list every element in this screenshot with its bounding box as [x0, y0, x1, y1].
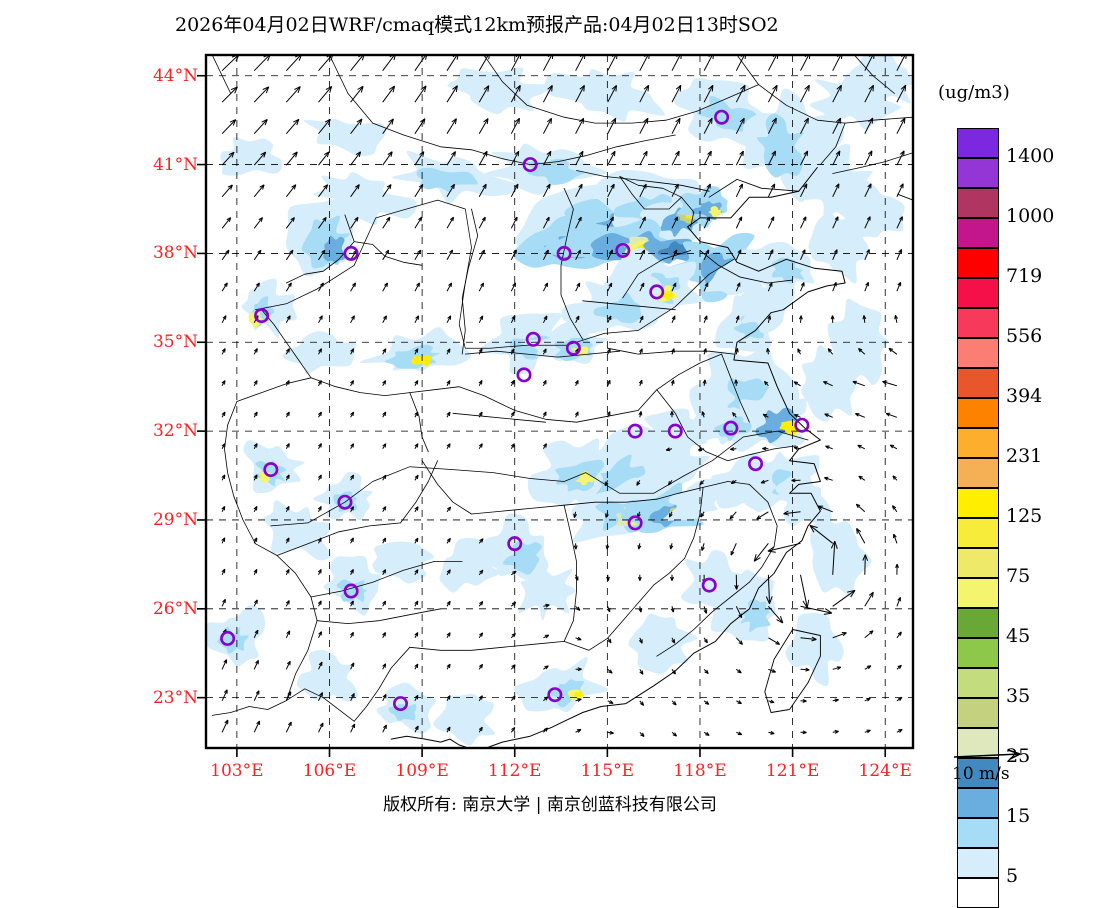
colorbar-cell — [957, 458, 999, 488]
colorbar-tick-label: 556 — [1006, 325, 1043, 347]
colorbar-cell — [957, 128, 999, 158]
colorbar-cell — [957, 698, 999, 728]
lon-axis-label: 112°E — [488, 761, 542, 781]
colorbar-tick-label: 5 — [1006, 865, 1019, 887]
lat-axis-label: 29°N — [152, 509, 198, 530]
forecast-map[interactable] — [0, 0, 1100, 850]
lat-axis-label: 38°N — [152, 243, 198, 264]
title-text: 2026年04月02日WRF/cmaq模式12km预报产品:04月02日13时 — [175, 14, 738, 36]
colorbar-cell — [957, 428, 999, 458]
lon-axis-label: 124°E — [858, 761, 912, 781]
colorbar-cell — [957, 218, 999, 248]
lon-axis-label: 109°E — [395, 761, 449, 781]
species-label: SO2 — [737, 14, 779, 36]
lat-axis-label: 26°N — [152, 598, 198, 619]
colorbar-cell — [957, 578, 999, 608]
page-title: 2026年04月02日WRF/cmaq模式12km预报产品:04月02日13时S… — [175, 10, 779, 37]
colorbar-cell — [957, 338, 999, 368]
wind-reference-arrow — [953, 749, 1021, 760]
colorbar-tick-label: 75 — [1006, 565, 1031, 587]
lon-axis-label: 115°E — [580, 761, 635, 781]
colorbar-tick-label: 231 — [1006, 445, 1043, 467]
colorbar-cell — [957, 848, 999, 878]
lon-axis-label: 103°E — [210, 761, 264, 781]
colorbar-cell — [957, 518, 999, 548]
colorbar-cell — [957, 788, 999, 818]
colorbar-cell — [957, 878, 999, 908]
colorbar-cell — [957, 728, 999, 758]
colorbar-cell — [957, 368, 999, 398]
wind-scale-label: 10 m/s — [952, 764, 1010, 784]
colorbar-tick-label: 35 — [1006, 685, 1031, 707]
copyright-notice: 版权所有: 南京大学 | 南京创蓝科技有限公司 — [383, 795, 717, 815]
lon-axis-label: 118°E — [673, 761, 727, 781]
colorbar-tick-label: 15 — [1006, 805, 1031, 827]
colorbar-tick-label: 1000 — [1006, 205, 1055, 227]
colorbar-cell — [957, 248, 999, 278]
wind-scale-legend: 10 m/s — [952, 748, 1032, 784]
colorbar-cell — [957, 638, 999, 668]
colorbar-tick-label: 45 — [1006, 625, 1031, 647]
lat-axis-label: 32°N — [152, 421, 198, 442]
colorbar-cell — [957, 818, 999, 848]
colorbar-cell — [957, 668, 999, 698]
lat-axis-label: 35°N — [152, 332, 198, 353]
lon-axis-label: 121°E — [765, 761, 820, 781]
colorbar-cell — [957, 278, 999, 308]
colorbar-tick-label: 125 — [1006, 505, 1043, 527]
colorbar-cell — [957, 758, 999, 788]
colorbar-cell — [957, 158, 999, 188]
lat-axis-label: 41°N — [152, 154, 198, 175]
colorbar-units: (ug/m3) — [938, 82, 1010, 103]
colorbar-tick-label: 1400 — [1006, 145, 1055, 167]
colorbar-tick-label: 719 — [1006, 265, 1043, 287]
lat-axis-label: 44°N — [152, 65, 198, 86]
colorbar-cell — [957, 488, 999, 518]
colorbar-cell — [957, 608, 999, 638]
colorbar-cell — [957, 398, 999, 428]
lon-axis-label: 106°E — [302, 761, 357, 781]
lat-axis-label: 23°N — [152, 687, 198, 708]
colorbar-cell — [957, 308, 999, 338]
colorbar-cell — [957, 188, 999, 218]
colorbar-cell — [957, 548, 999, 578]
colorbar-tick-label: 394 — [1006, 385, 1043, 407]
